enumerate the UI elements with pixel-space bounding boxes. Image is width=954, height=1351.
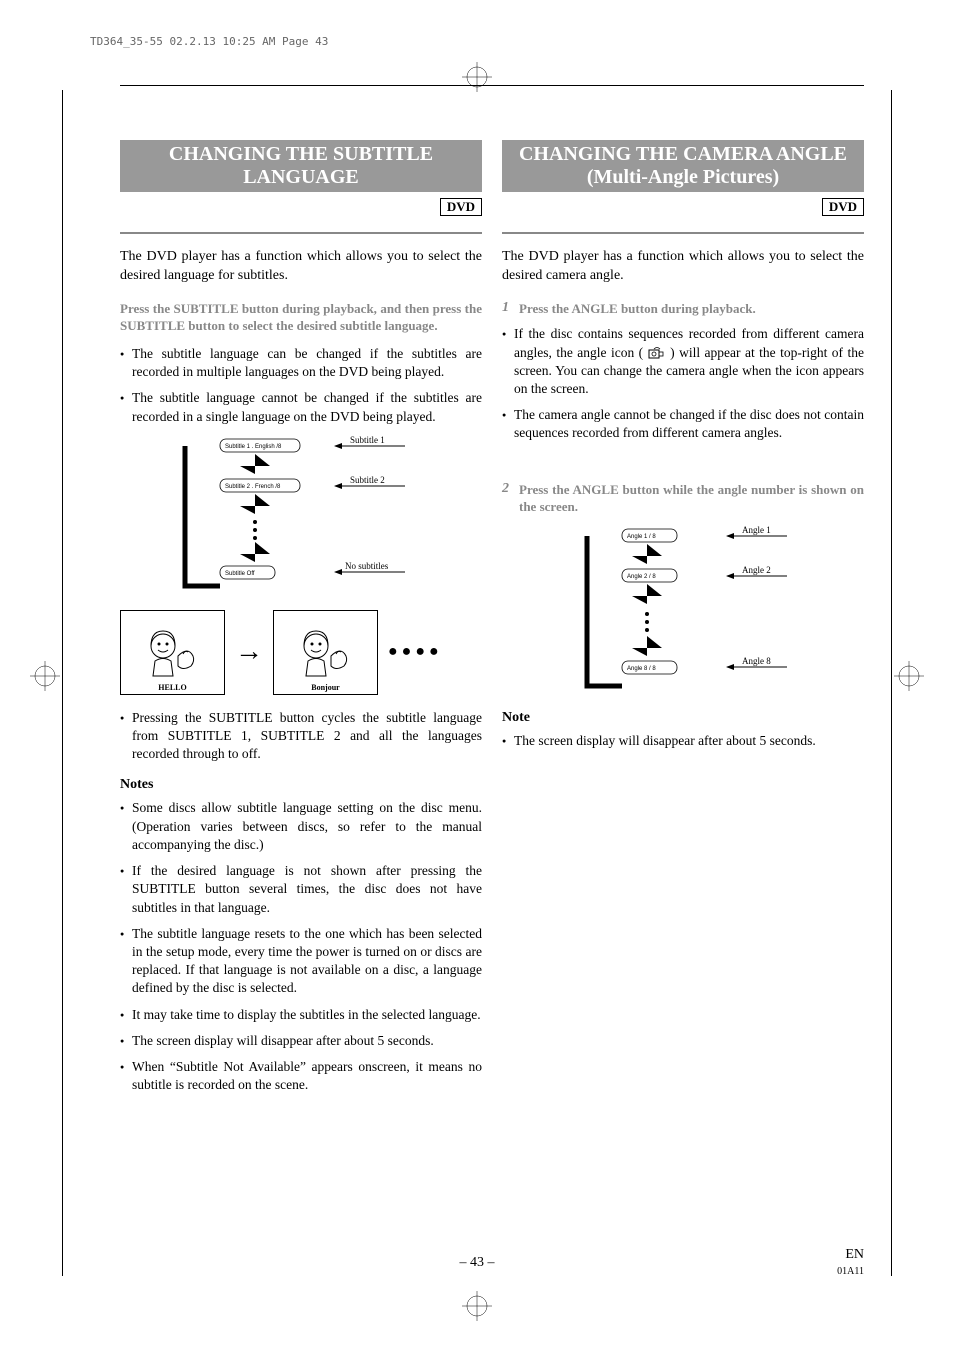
- person-hello: HELLO: [120, 610, 225, 695]
- arrow-right-icon: →: [235, 636, 263, 668]
- footer-code: 01A11: [837, 1266, 864, 1277]
- crop-mark-right-icon: [894, 661, 924, 691]
- list-item: The camera angle cannot be changed if th…: [502, 406, 864, 442]
- list-item: The screen display will disappear after …: [120, 1032, 482, 1050]
- crop-mark-bottom-icon: [462, 1291, 492, 1321]
- subtitle-notes: Some discs allow subtitle language setti…: [120, 799, 482, 1094]
- osd-angle-2: Angle 2 / 8: [627, 574, 656, 580]
- list-item: If the disc contains sequences recorded …: [502, 325, 864, 398]
- osd-subtitle-off: Subtitle Off: [225, 571, 255, 577]
- osd-subtitle-2: Subtitle 2 . French /8: [225, 484, 281, 490]
- subtitle-intro: The DVD player has a function which allo…: [120, 248, 482, 286]
- footer-lang: EN: [845, 1247, 864, 1262]
- angle-intro: The DVD player has a function which allo…: [502, 248, 864, 286]
- label-angle-1: Angle 1: [742, 526, 771, 535]
- label-angle-8: Angle 8: [742, 656, 771, 666]
- label-subtitle-2: Subtitle 2: [350, 475, 385, 485]
- list-item: The subtitle language resets to the one …: [120, 925, 482, 998]
- person-icon: [143, 626, 203, 681]
- note-heading: Note: [502, 710, 864, 726]
- bonjour-label: Bonjour: [311, 683, 339, 692]
- rule-left: [62, 90, 63, 1276]
- osd-angle-8: Angle 8 / 8: [627, 666, 656, 672]
- subtitle-section-title: CHANGING THE SUBTITLE LANGUAGE: [120, 140, 482, 192]
- angle-flow-diagram: Angle 1 / 8 Angle 1 Angle 2 / 8 Angle 2 …: [562, 526, 864, 696]
- divider: [120, 232, 482, 234]
- list-item: The subtitle language cannot be changed …: [120, 389, 482, 425]
- angle-notes: The screen display will disappear after …: [502, 732, 864, 750]
- list-item: The screen display will disappear after …: [502, 732, 864, 750]
- subtitle-instruction: Press the SUBTITLE button during playbac…: [120, 300, 482, 335]
- subtitle-flow-diagram: Subtitle 1 . English /8 Subtitle 1 Subti…: [140, 436, 482, 596]
- rule-top: [120, 85, 864, 86]
- footer-right: EN 01A11: [837, 1247, 864, 1279]
- angle-bullets-1: If the disc contains sequences recorded …: [502, 325, 864, 442]
- angle-section-title: CHANGING THE CAMERA ANGLE (Multi-Angle P…: [502, 140, 864, 192]
- content-columns: CHANGING THE SUBTITLE LANGUAGE DVD The D…: [120, 140, 864, 1102]
- label-no-subtitles: No subtitles: [345, 561, 389, 571]
- right-column: CHANGING THE CAMERA ANGLE (Multi-Angle P…: [502, 140, 864, 1102]
- crop-mark-top-icon: [462, 62, 492, 92]
- page-number: – 43 –: [460, 1255, 495, 1271]
- person-bonjour: Bonjour: [273, 610, 378, 695]
- list-item: It may take time to display the subtitle…: [120, 1006, 482, 1024]
- hello-label: HELLO: [158, 683, 186, 692]
- step-text: Press the ANGLE button while the angle n…: [519, 481, 864, 516]
- list-item: When “Subtitle Not Available” appears on…: [120, 1058, 482, 1094]
- camera-angle-icon: [648, 347, 666, 359]
- subtitle-bullets-1: The subtitle language can be changed if …: [120, 345, 482, 426]
- dvd-badge: DVD: [440, 198, 482, 216]
- label-subtitle-1: Subtitle 1: [350, 436, 385, 445]
- left-column: CHANGING THE SUBTITLE LANGUAGE DVD The D…: [120, 140, 482, 1102]
- divider: [502, 232, 864, 234]
- osd-angle-1: Angle 1 / 8: [627, 534, 656, 540]
- crop-mark-left-icon: [30, 661, 60, 691]
- step-number: 1: [502, 300, 509, 318]
- label-angle-2: Angle 2: [742, 565, 771, 575]
- subtitle-people-illustration: HELLO → Bonjour ●●●●: [120, 610, 482, 695]
- rule-right: [891, 90, 892, 1276]
- step-1: 1 Press the ANGLE button during playback…: [502, 300, 864, 318]
- step-2: 2 Press the ANGLE button while the angle…: [502, 481, 864, 516]
- step-text: Press the ANGLE button during playback.: [519, 300, 756, 318]
- ellipsis-icon: ●●●●: [388, 643, 443, 661]
- page: TD364_35-55 02.2.13 10:25 AM Page 43 CHA…: [0, 0, 954, 1351]
- subtitle-bullets-2: Pressing the SUBTITLE button cycles the …: [120, 709, 482, 764]
- step-number: 2: [502, 481, 509, 516]
- notes-heading: Notes: [120, 777, 482, 793]
- list-item: Some discs allow subtitle language setti…: [120, 799, 482, 854]
- list-item: If the desired language is not shown aft…: [120, 862, 482, 917]
- osd-subtitle-1: Subtitle 1 . English /8: [225, 444, 282, 450]
- dvd-badge: DVD: [822, 198, 864, 216]
- print-header: TD364_35-55 02.2.13 10:25 AM Page 43: [90, 35, 328, 48]
- list-item: The subtitle language can be changed if …: [120, 345, 482, 381]
- list-item: Pressing the SUBTITLE button cycles the …: [120, 709, 482, 764]
- person-icon: [296, 626, 356, 681]
